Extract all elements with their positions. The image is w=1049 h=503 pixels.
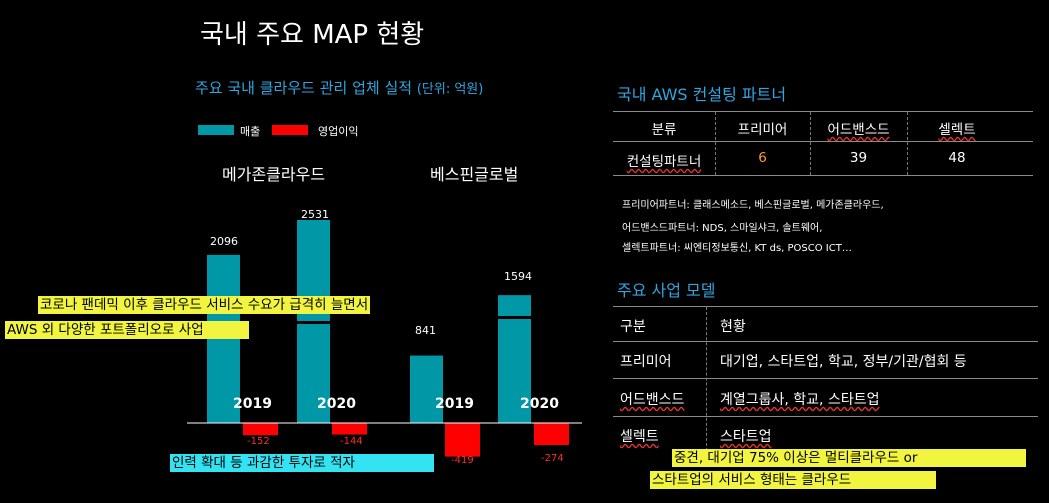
partners-value-select: 48	[948, 150, 966, 166]
profit-label-megazone-2019: -152	[247, 436, 270, 447]
revenue-label-bespin-2019: 841	[415, 324, 436, 337]
business-row-premier-value: 대기업, 스타트업, 학교, 정부/기관/협회 등	[720, 354, 967, 370]
partner-note-advanced-label: 어드밴스드파트너:	[622, 223, 699, 234]
year-label-bespin-2020: 2020	[520, 396, 559, 412]
partners-table-top-border	[613, 111, 1033, 112]
legend-revenue-swatch	[198, 125, 234, 135]
business-col-divider	[706, 307, 708, 451]
business-header-label: 구분	[620, 319, 646, 335]
business-table-border	[613, 306, 1038, 307]
partner-note-premier: 프리미어파트너: 클래스메소드, 베스핀글로벌, 메가존클라우드,	[622, 196, 884, 211]
partners-header-premier: 프리미어	[737, 122, 788, 138]
business-row-select-value: 스타트업	[720, 429, 772, 445]
partners-col-divider	[715, 112, 717, 175]
callout-covid-line2: AWS 외 다양한 포트폴리오로 사업	[5, 321, 249, 339]
partner-note-premier-text: 클래스메소드, 베스핀글로벌, 메가존클라우드,	[692, 200, 884, 211]
partners-header-select: 셀렉트	[938, 122, 976, 138]
callout-multicloud-line2: 스타트업의 서비스 형태는 클라우드	[650, 471, 936, 489]
callout-covid-line1: 코로나 팬데믹 이후 클라우드 서비스 수요가 급격히 늘면서	[38, 296, 371, 314]
profit-bar-megazone-2019	[243, 423, 278, 436]
company-label-megazone: 메가존클라우드	[222, 165, 326, 184]
partners-table-mid-border	[613, 141, 1033, 142]
profit-label-bespin-2020: -274	[541, 453, 564, 464]
year-label-megazone-2019: 2019	[233, 396, 272, 412]
partners-value-premier: 6	[758, 150, 767, 166]
profit-bar-bespin-2019	[445, 423, 480, 457]
business-header-value: 현황	[720, 319, 746, 335]
page-title: 국내 주요 MAP 현황	[200, 20, 425, 50]
business-table-border	[613, 378, 1038, 379]
revenue-label-bespin-2020: 1594	[504, 270, 532, 283]
partner-note-advanced-text: NDS, 스마일샤크, 솔트웨어,	[702, 223, 823, 234]
business-row-select-label: 셀렉트	[620, 429, 659, 445]
partners-title: 국내 AWS 컨설팅 파트너	[617, 85, 787, 104]
legend-revenue-label: 매출	[240, 125, 261, 138]
profit-label-megazone-2020: -144	[340, 436, 363, 447]
performance-bar-chart	[187, 220, 582, 457]
partners-col-divider	[810, 112, 812, 175]
business-title: 주요 사업 모델	[617, 281, 716, 300]
business-table-border	[613, 416, 1038, 417]
year-label-bespin-2019: 2019	[435, 396, 474, 412]
profit-label-bespin-2019: -419	[451, 455, 474, 466]
chart-unit: (단위: 억원)	[416, 82, 484, 97]
bar-separator	[297, 321, 330, 324]
partner-note-advanced: 어드밴스드파트너: NDS, 스마일샤크, 솔트웨어,	[622, 219, 822, 234]
business-row-premier-label: 프리미어	[620, 354, 672, 370]
profit-bar-bespin-2020	[534, 423, 569, 445]
profit-bar-megazone-2020	[332, 423, 367, 435]
business-row-advanced-label: 어드밴스드	[620, 392, 685, 408]
partners-header-advanced: 어드밴스드	[827, 122, 890, 138]
partners-col-divider	[907, 112, 909, 175]
partner-note-select: 셀렉트파트너: 씨엔티정보통신, KT ds, POSCO ICT…	[622, 239, 852, 254]
bar-separator	[498, 316, 531, 319]
chart-title: 주요 국내 클라우드 관리 업체 실적 (단위: 억원)	[195, 77, 483, 98]
legend-profit-swatch	[272, 125, 308, 135]
partners-header-category: 분류	[651, 122, 677, 138]
revenue-label-megazone-2020: 2531	[301, 208, 329, 221]
partner-note-select-label: 셀렉트파트너:	[622, 243, 681, 254]
business-table-border	[613, 341, 1038, 342]
partner-note-select-text: 씨엔티정보통신, KT ds, POSCO ICT…	[683, 243, 852, 254]
callout-multicloud-line1: 중견, 대기업 75% 이상은 멀티클라우드 or	[672, 449, 1026, 467]
company-label-bespin: 베스핀글로벌	[430, 165, 519, 184]
year-label-megazone-2020: 2020	[317, 396, 356, 412]
revenue-bar-bespin-2019	[410, 355, 443, 423]
partner-note-premier-label: 프리미어파트너:	[622, 200, 690, 211]
chart-title-text: 주요 국내 클라우드 관리 업체 실적	[195, 79, 413, 97]
partners-table-bottom-border	[613, 175, 1033, 176]
business-row-advanced-value: 계열그룹사, 학교, 스타트업	[720, 392, 880, 408]
legend-profit-label: 영업이익	[318, 125, 359, 138]
partners-row-label: 컨설팅파트너	[626, 154, 702, 170]
callout-deficit: 인력 확대 등 과감한 투자로 적자	[170, 454, 434, 472]
partners-value-advanced: 39	[849, 150, 868, 166]
revenue-label-megazone-2019: 2096	[210, 235, 238, 248]
